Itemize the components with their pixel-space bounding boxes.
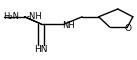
Text: O: O [125, 24, 132, 33]
Text: HN: HN [34, 45, 48, 54]
Text: H₂N: H₂N [3, 12, 19, 21]
Text: NH: NH [62, 21, 75, 30]
Text: -NH: -NH [27, 12, 42, 21]
